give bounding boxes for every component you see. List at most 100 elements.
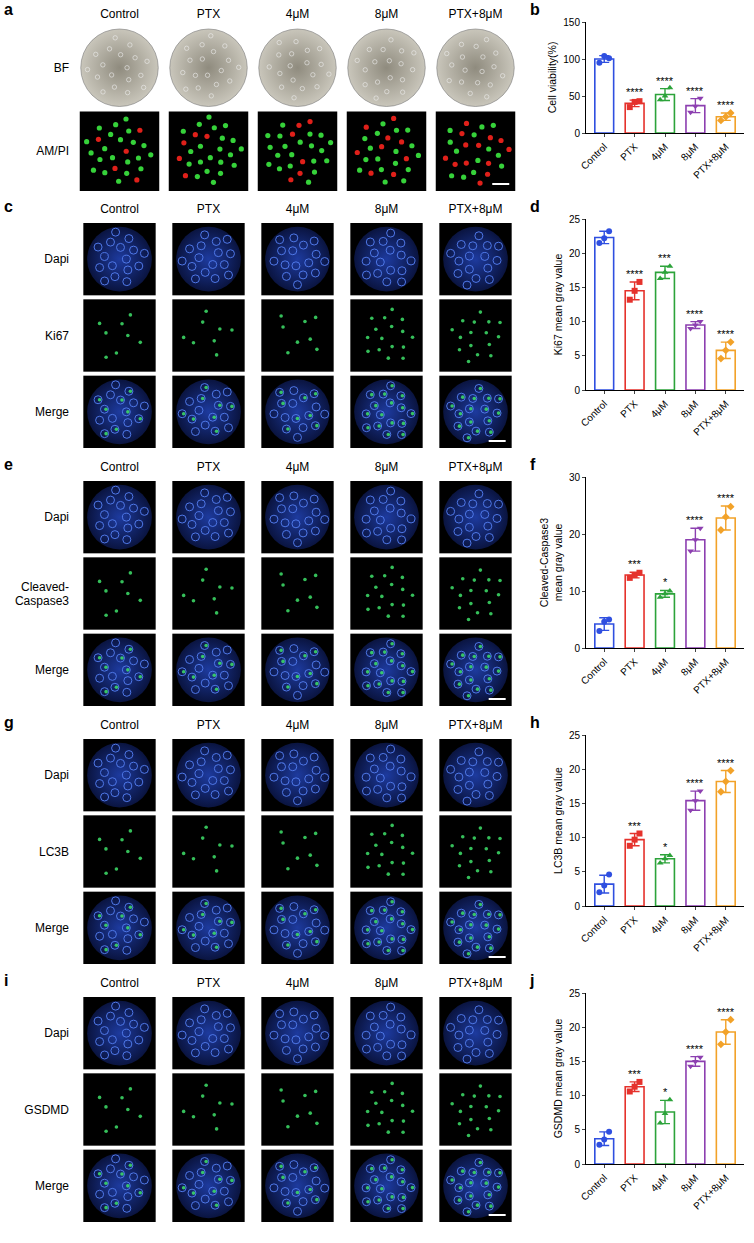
svg-text:0: 0 — [574, 1159, 580, 1170]
svg-text:4μM: 4μM — [286, 718, 310, 732]
svg-text:PTX: PTX — [618, 1172, 640, 1194]
svg-text:PTX: PTX — [618, 656, 640, 678]
svg-text:50: 50 — [569, 91, 581, 102]
svg-text:Control: Control — [100, 976, 139, 990]
svg-text:20: 20 — [569, 764, 581, 775]
svg-text:8μM: 8μM — [679, 141, 701, 163]
svg-text:20: 20 — [569, 248, 581, 259]
svg-text:Control: Control — [100, 7, 139, 21]
svg-text:0: 0 — [574, 385, 580, 396]
svg-text:5: 5 — [574, 350, 580, 361]
svg-text:Dapi: Dapi — [44, 1026, 69, 1040]
svg-text:4μM: 4μM — [648, 141, 670, 163]
svg-text:****: **** — [656, 75, 674, 87]
svg-text:15: 15 — [569, 282, 581, 293]
svg-text:4μM: 4μM — [286, 7, 310, 21]
svg-text:LC3B: LC3B — [39, 845, 69, 859]
svg-text:Merge: Merge — [35, 663, 69, 677]
svg-text:8μM: 8μM — [375, 718, 399, 732]
svg-text:PTX: PTX — [618, 141, 640, 163]
svg-text:PTX: PTX — [197, 718, 220, 732]
svg-text:Control: Control — [579, 1172, 610, 1203]
svg-text:Control: Control — [100, 202, 139, 216]
svg-text:****: **** — [717, 328, 735, 340]
svg-text:5: 5 — [574, 1124, 580, 1135]
svg-text:Merge: Merge — [35, 921, 69, 935]
svg-text:*: * — [663, 576, 668, 588]
svg-text:8μM: 8μM — [679, 1172, 701, 1194]
svg-text:Ki67: Ki67 — [45, 329, 69, 343]
svg-text:*: * — [663, 841, 668, 853]
svg-text:Merge: Merge — [35, 1179, 69, 1193]
svg-text:4μM: 4μM — [648, 398, 670, 420]
svg-text:PTX: PTX — [618, 398, 640, 420]
svg-text:***: *** — [658, 252, 672, 264]
svg-text:8μM: 8μM — [375, 976, 399, 990]
svg-text:PTX+8μM: PTX+8μM — [449, 718, 503, 732]
svg-text:LC3B mean gray value: LC3B mean gray value — [552, 767, 564, 874]
svg-text:Control: Control — [579, 398, 610, 429]
svg-text:****: **** — [717, 492, 735, 504]
svg-text:PTX+8μM: PTX+8μM — [449, 460, 503, 474]
svg-text:4μM: 4μM — [648, 1172, 670, 1194]
svg-text:PTX+8μM: PTX+8μM — [691, 398, 731, 438]
svg-text:150: 150 — [563, 17, 580, 28]
svg-text:25: 25 — [569, 730, 581, 741]
svg-text:8μM: 8μM — [679, 398, 701, 420]
svg-text:***: *** — [628, 820, 642, 832]
svg-text:Ki67 mean gray value: Ki67 mean gray value — [552, 254, 564, 356]
svg-text:PTX+8μM: PTX+8μM — [691, 656, 731, 696]
svg-text:10: 10 — [569, 316, 581, 327]
svg-text:PTX+8μM: PTX+8μM — [691, 141, 731, 181]
svg-text:PTX: PTX — [197, 976, 220, 990]
svg-text:Control: Control — [579, 914, 610, 945]
svg-text:4μM: 4μM — [286, 202, 310, 216]
svg-text:5: 5 — [574, 866, 580, 877]
svg-text:****: **** — [686, 1043, 704, 1055]
svg-text:20: 20 — [569, 529, 581, 540]
svg-text:PTX: PTX — [197, 460, 220, 474]
svg-text:****: **** — [686, 85, 704, 97]
svg-text:PTX: PTX — [197, 7, 220, 21]
svg-text:Control: Control — [579, 656, 610, 687]
svg-text:****: **** — [686, 777, 704, 789]
svg-text:PTX: PTX — [197, 202, 220, 216]
svg-text:Dapi: Dapi — [44, 510, 69, 524]
svg-text:8μM: 8μM — [679, 914, 701, 936]
svg-text:4μM: 4μM — [648, 914, 670, 936]
svg-text:15: 15 — [569, 1056, 581, 1067]
svg-text:10: 10 — [569, 1090, 581, 1101]
svg-text:****: **** — [626, 268, 644, 280]
svg-text:Dapi: Dapi — [44, 768, 69, 782]
svg-text:4μM: 4μM — [648, 656, 670, 678]
svg-text:4μM: 4μM — [286, 976, 310, 990]
svg-text:***: *** — [628, 1068, 642, 1080]
svg-text:8μM: 8μM — [679, 656, 701, 678]
svg-text:PTX+8μM: PTX+8μM — [449, 976, 503, 990]
svg-text:Cleaved-Caspase3mean gray valu: Cleaved-Caspase3mean gray value — [538, 518, 564, 607]
svg-text:PTX+8μM: PTX+8μM — [449, 7, 503, 21]
svg-text:PTX+8μM: PTX+8μM — [691, 914, 731, 954]
svg-text:****: **** — [717, 1006, 735, 1018]
svg-text:****: **** — [686, 308, 704, 320]
svg-text:4μM: 4μM — [286, 460, 310, 474]
svg-text:****: **** — [717, 757, 735, 769]
svg-text:Dapi: Dapi — [44, 252, 69, 266]
svg-text:20: 20 — [569, 1022, 581, 1033]
svg-text:8μM: 8μM — [375, 460, 399, 474]
svg-text:PTX: PTX — [618, 914, 640, 936]
svg-text:BF: BF — [54, 61, 69, 75]
svg-text:Cleaved-Caspase3: Cleaved-Caspase3 — [15, 580, 69, 608]
svg-text:25: 25 — [569, 214, 581, 225]
svg-text:Control: Control — [100, 460, 139, 474]
svg-text:100: 100 — [563, 54, 580, 65]
svg-text:***: *** — [628, 558, 642, 570]
svg-text:GSDMD mean gray value: GSDMD mean gray value — [552, 1019, 564, 1139]
svg-text:0: 0 — [574, 901, 580, 912]
svg-text:10: 10 — [569, 832, 581, 843]
svg-text:Cell viability(%): Cell viability(%) — [546, 42, 558, 114]
svg-text:Control: Control — [100, 718, 139, 732]
svg-text:25: 25 — [569, 988, 581, 999]
svg-text:0: 0 — [574, 128, 580, 139]
svg-text:10: 10 — [569, 586, 581, 597]
